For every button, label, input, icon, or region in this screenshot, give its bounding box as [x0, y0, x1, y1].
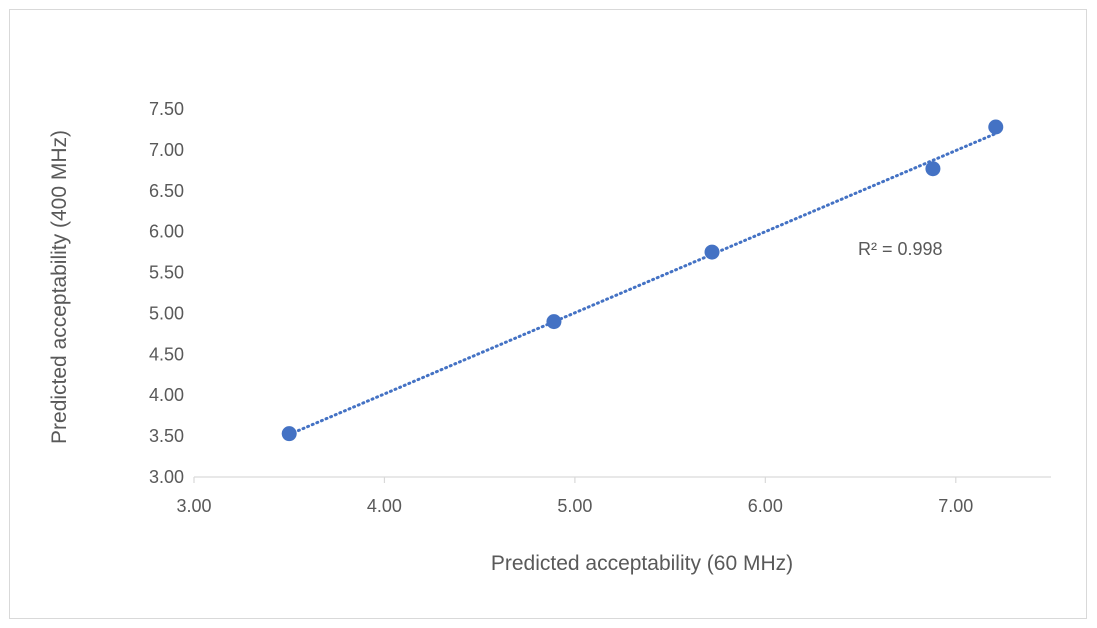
x-tick-label: 6.00 [748, 496, 783, 516]
chart-frame [9, 9, 1087, 619]
x-tick-label: 4.00 [367, 496, 402, 516]
data-point [988, 119, 1004, 135]
y-tick-label: 7.50 [149, 99, 184, 119]
trendline [287, 132, 998, 436]
data-point [281, 426, 297, 442]
trendline-group [287, 132, 998, 436]
y-tick-label: 3.50 [149, 426, 184, 446]
y-tick-label: 4.00 [149, 385, 184, 405]
y-tick-label: 3.00 [149, 467, 184, 487]
x-tick-label: 5.00 [557, 496, 592, 516]
r-squared-annotation: R² = 0.998 [858, 239, 943, 259]
y-tick-label: 5.00 [149, 303, 184, 323]
x-axis-title: Predicted acceptability (60 MHz) [491, 552, 793, 575]
data-points [281, 119, 1004, 442]
y-tick-label: 4.50 [149, 344, 184, 364]
x-tick-label: 3.00 [176, 496, 211, 516]
data-point [704, 244, 720, 260]
data-point [546, 314, 562, 330]
axes: 3.00 4.00 5.00 6.00 7.00 3.00 3.50 4.00 4.50 5.00… [149, 99, 1051, 516]
data-point [925, 161, 941, 177]
y-tick-label: 7.00 [149, 140, 184, 160]
y-tick-label: 6.00 [149, 222, 184, 242]
y-tick-label: 6.50 [149, 181, 184, 201]
y-tick-label: 5.50 [149, 263, 184, 283]
x-tick-label: 7.00 [938, 496, 973, 516]
y-axis-title: Predicted acceptability (400 MHz) [48, 130, 71, 444]
